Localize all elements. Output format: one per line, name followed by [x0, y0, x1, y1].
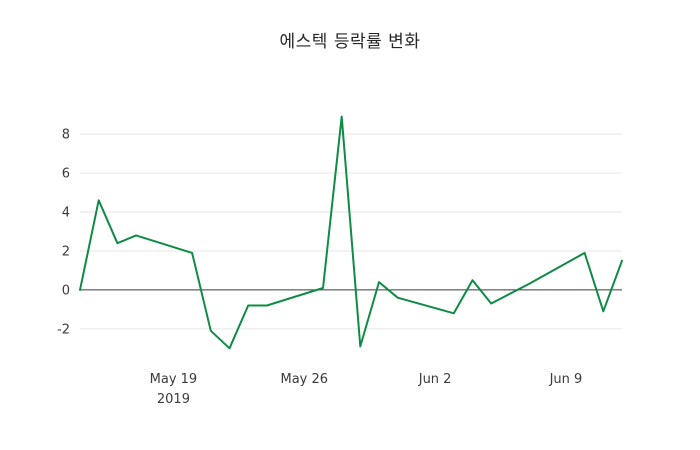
- y-tick-label: 4: [62, 206, 70, 221]
- y-tick-label: 8: [62, 128, 70, 143]
- x-tick-label: Jun 9: [549, 372, 583, 387]
- x-tick-year-label: 2019: [157, 392, 190, 407]
- y-tick-label: 0: [62, 283, 70, 298]
- y-tick-label: 6: [62, 167, 70, 182]
- y-tick-label: 2: [62, 244, 70, 259]
- chart-title: 에스텍 등락률 변화: [279, 32, 421, 52]
- y-tick-label: -2: [57, 322, 70, 337]
- x-tick-label: May 19: [150, 372, 198, 387]
- series-line: [79, 115, 623, 350]
- x-tick-label: May 26: [280, 372, 328, 387]
- x-tick-label: Jun 2: [418, 372, 452, 387]
